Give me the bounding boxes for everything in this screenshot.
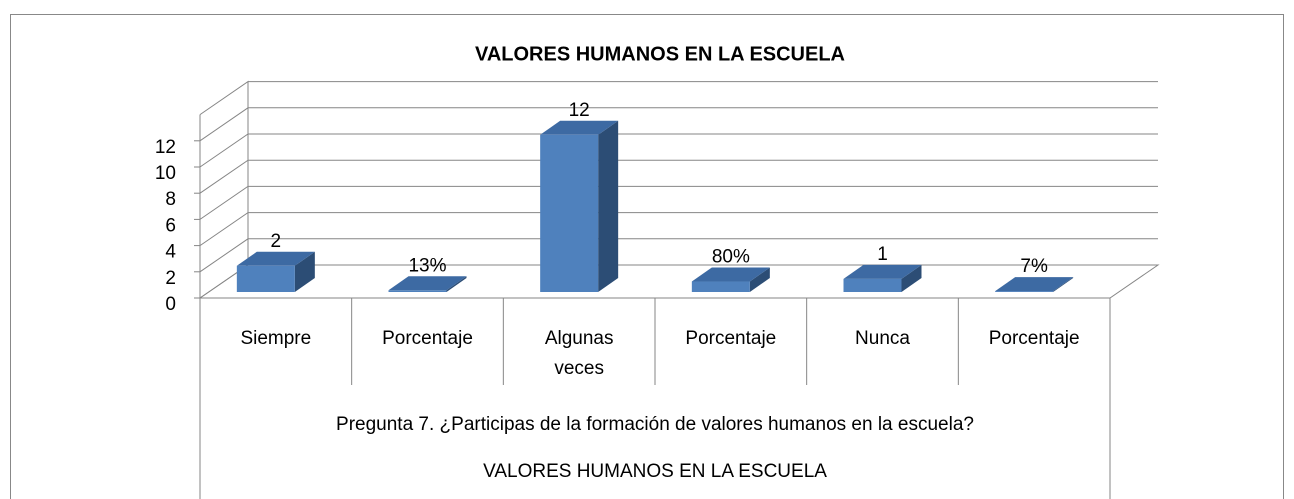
bar-top (843, 264, 922, 279)
bar (691, 267, 770, 292)
grid-line (199, 107, 1158, 142)
bar-side (446, 276, 467, 292)
x-tick-label: Porcentaje (382, 328, 473, 349)
bar-front (995, 291, 1054, 292)
data-label: 13% (408, 255, 446, 276)
bar-front (691, 281, 750, 292)
y-tick-label: 8 (165, 189, 176, 210)
bar (236, 251, 315, 292)
category-group-label: Pregunta 7. ¿Participas de la formación … (336, 414, 974, 435)
bar-side (294, 251, 315, 292)
bar-top (540, 120, 619, 135)
bar-side (598, 120, 619, 292)
bar-top (995, 277, 1074, 292)
x-tick-label: Algunas veces (545, 328, 614, 379)
x-tick-label: Porcentaje (685, 328, 776, 349)
grid-line (199, 185, 1158, 220)
x-tick-label: Porcentaje (989, 328, 1080, 349)
bar-front (236, 265, 295, 292)
grid-line (199, 238, 1158, 273)
bar-front (843, 278, 902, 292)
x-tick-label: Siempre (240, 328, 311, 349)
data-label: 80% (712, 247, 750, 268)
bar-front (388, 290, 447, 292)
bar-side (1053, 277, 1074, 292)
data-label: 7% (1020, 256, 1048, 277)
data-label: 12 (569, 100, 590, 121)
y-tick-label: 10 (155, 163, 176, 184)
y-tick-label: 2 (165, 268, 176, 289)
bar (388, 276, 467, 292)
bar (995, 277, 1074, 292)
data-label: 1 (877, 244, 888, 265)
category-group-label: VALORES HUMANOS EN LA ESCUELA (483, 461, 827, 482)
bar-side (749, 267, 770, 292)
grid-line (199, 133, 1158, 168)
bar-top (691, 267, 770, 282)
data-label: 2 (271, 231, 282, 252)
y-tick-label: 12 (155, 137, 176, 158)
bar-front (540, 134, 599, 292)
grid-line (199, 159, 1158, 194)
bar (843, 264, 922, 292)
y-tick-label: 6 (165, 215, 176, 236)
x-tick-line: veces (554, 358, 604, 379)
bar-top (388, 276, 467, 291)
chart-title: VALORES HUMANOS EN LA ESCUELA (475, 43, 845, 65)
bar-top (236, 251, 315, 266)
y-tick-label: 4 (165, 242, 176, 263)
grid-line (199, 212, 1158, 247)
bar-side (901, 264, 922, 292)
y-tick-label: 0 (165, 294, 176, 315)
bar (540, 120, 619, 292)
x-tick-line: Algunas (545, 328, 614, 349)
x-tick-label: Nunca (855, 328, 910, 349)
